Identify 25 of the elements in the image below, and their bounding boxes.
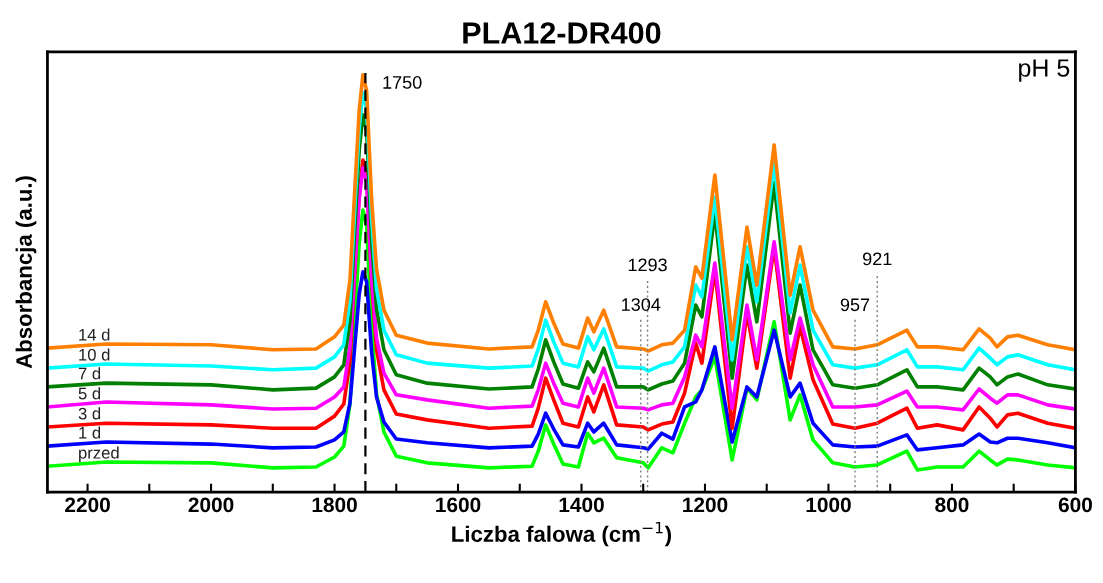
x-tick-label: 2200: [65, 497, 110, 513]
series-label: 7 d: [78, 367, 101, 380]
ref-line-label: 957: [840, 298, 870, 312]
x-tick-label: 1400: [559, 497, 604, 513]
annotation: pH 5: [1019, 59, 1070, 82]
series-label: przed: [79, 446, 119, 463]
x-tick-label: 1000: [806, 497, 851, 513]
x-axis-title: Liczba falowa (cm$^{−1}$): [452, 521, 671, 547]
series-label: 14 d: [79, 328, 110, 341]
series-label: 10 d: [79, 348, 110, 361]
x-tick-label: 1600: [436, 497, 481, 513]
y-axis-title: Absorbancja (a.u.): [15, 176, 37, 369]
x-tick-label: 800: [935, 497, 969, 513]
x-tick-label: 1800: [312, 497, 357, 513]
chart-title: PLA12-DR400: [463, 22, 661, 44]
ref-line-label: 921: [863, 252, 892, 266]
series-label: 1 d: [79, 426, 101, 439]
ref-line-label: 1750: [383, 76, 422, 89]
x-tick-label: 1200: [683, 497, 728, 513]
x-tick-label: 600: [1058, 497, 1092, 513]
series-label: 5 d: [78, 387, 101, 400]
series-label: 3 d: [78, 407, 101, 420]
ref-line-label: 1293: [628, 258, 667, 272]
ref-line-label: 1304: [622, 298, 661, 311]
x-tick-label: 2000: [188, 497, 234, 513]
